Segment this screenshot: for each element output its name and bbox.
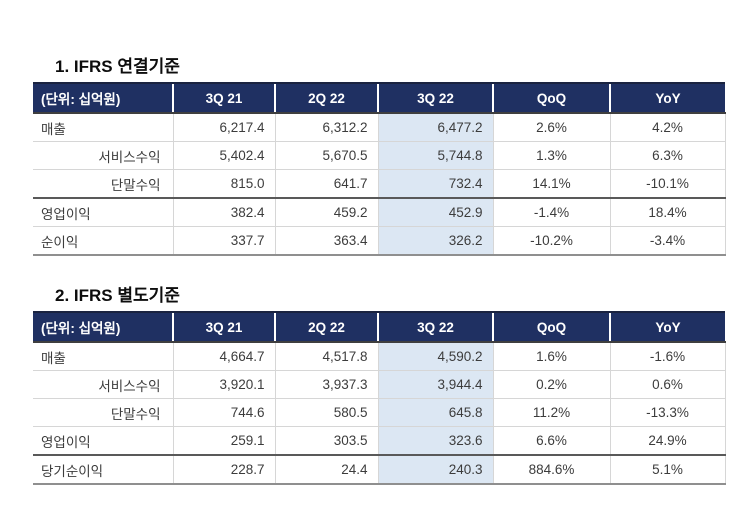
cell-value: 815.0 (172, 169, 275, 198)
col-header-2q22: 2Q 22 (274, 311, 378, 343)
table-row-operating-profit: 영업이익 382.4 459.2 452.9 -1.4% 18.4% (33, 197, 726, 227)
cell-value: 6,312.2 (274, 112, 378, 142)
cell-yoy: -1.6% (609, 341, 726, 371)
cell-value: 641.7 (274, 169, 378, 198)
cell-value: 382.4 (172, 197, 275, 227)
row-label: 단말수익 (33, 398, 173, 427)
cell-qoq: -10.2% (492, 226, 610, 256)
cell-value: 363.4 (274, 226, 378, 256)
table-row-service-revenue: 서비스수익 3,920.1 3,937.3 3,944.4 0.2% 0.6% (33, 370, 726, 399)
cell-qoq: 884.6% (492, 454, 610, 485)
cell-value: 580.5 (274, 398, 378, 427)
table-header-row: (단위: 십억원) 3Q 21 2Q 22 3Q 22 QoQ YoY (33, 82, 725, 114)
cell-value: 228.7 (172, 454, 275, 485)
cell-value: 744.6 (172, 398, 275, 427)
cell-value: 4,664.7 (172, 341, 275, 371)
table-row-service-revenue: 서비스수익 5,402.4 5,670.5 5,744.8 1.3% 6.3% (33, 141, 726, 170)
unit-label: (단위: 십억원) (33, 82, 173, 114)
cell-value: 3,937.3 (274, 370, 378, 399)
cell-value: 5,402.4 (172, 141, 275, 170)
row-label: 당기순이익 (33, 454, 173, 485)
row-label: 서비스수익 (33, 370, 173, 399)
table-row-net-profit: 순이익 337.7 363.4 326.2 -10.2% -3.4% (33, 226, 726, 256)
cell-value-highlight: 6,477.2 (377, 112, 493, 142)
table-row-net-profit: 당기순이익 228.7 24.4 240.3 884.6% 5.1% (33, 454, 726, 485)
cell-value: 6,217.4 (172, 112, 275, 142)
table-header-row: (단위: 십억원) 3Q 21 2Q 22 3Q 22 QoQ YoY (33, 311, 725, 343)
row-label: 매출 (33, 112, 173, 142)
table-ifrs-consolidated: (단위: 십억원) 3Q 21 2Q 22 3Q 22 QoQ YoY 매출 6… (33, 82, 726, 256)
table-ifrs-separate: (단위: 십억원) 3Q 21 2Q 22 3Q 22 QoQ YoY 매출 4… (33, 311, 726, 485)
col-header-yoy: YoY (609, 82, 725, 114)
cell-qoq: 0.2% (492, 370, 610, 399)
cell-value: 303.5 (274, 426, 378, 455)
cell-yoy: 24.9% (609, 426, 726, 455)
cell-value: 3,920.1 (172, 370, 275, 399)
cell-value-highlight: 452.9 (377, 197, 493, 227)
col-header-3q22: 3Q 22 (377, 82, 493, 114)
cell-value: 5,670.5 (274, 141, 378, 170)
cell-value-highlight: 732.4 (377, 169, 493, 198)
table-row-revenue: 매출 6,217.4 6,312.2 6,477.2 2.6% 4.2% (33, 112, 726, 142)
section-title-consolidated: 1. IFRS 연결기준 (55, 57, 180, 76)
table-row-operating-profit: 영업이익 259.1 303.5 323.6 6.6% 24.9% (33, 426, 726, 455)
cell-value-highlight: 240.3 (377, 454, 493, 485)
cell-yoy: 0.6% (609, 370, 726, 399)
cell-value-highlight: 3,944.4 (377, 370, 493, 399)
cell-yoy: 18.4% (609, 197, 726, 227)
cell-value-highlight: 5,744.8 (377, 141, 493, 170)
cell-value: 459.2 (274, 197, 378, 227)
cell-qoq: 2.6% (492, 112, 610, 142)
cell-value: 259.1 (172, 426, 275, 455)
cell-yoy: -10.1% (609, 169, 726, 198)
table-row-device-revenue: 단말수익 815.0 641.7 732.4 14.1% -10.1% (33, 169, 726, 198)
cell-value: 24.4 (274, 454, 378, 485)
cell-yoy: -13.3% (609, 398, 726, 427)
cell-qoq: 6.6% (492, 426, 610, 455)
cell-yoy: 5.1% (609, 454, 726, 485)
cell-value-highlight: 4,590.2 (377, 341, 493, 371)
row-label: 순이익 (33, 226, 173, 256)
cell-yoy: 4.2% (609, 112, 726, 142)
cell-yoy: 6.3% (609, 141, 726, 170)
cell-qoq: 1.6% (492, 341, 610, 371)
cell-value-highlight: 326.2 (377, 226, 493, 256)
cell-yoy: -3.4% (609, 226, 726, 256)
col-header-3q21: 3Q 21 (172, 82, 275, 114)
table-row-revenue: 매출 4,664.7 4,517.8 4,590.2 1.6% -1.6% (33, 341, 726, 371)
row-label: 서비스수익 (33, 141, 173, 170)
col-header-3q21: 3Q 21 (172, 311, 275, 343)
cell-value: 337.7 (172, 226, 275, 256)
cell-qoq: 14.1% (492, 169, 610, 198)
col-header-2q22: 2Q 22 (274, 82, 378, 114)
row-label: 매출 (33, 341, 173, 371)
col-header-qoq: QoQ (492, 311, 610, 343)
cell-qoq: 1.3% (492, 141, 610, 170)
cell-value-highlight: 645.8 (377, 398, 493, 427)
col-header-qoq: QoQ (492, 82, 610, 114)
cell-value-highlight: 323.6 (377, 426, 493, 455)
cell-qoq: 11.2% (492, 398, 610, 427)
row-label: 영업이익 (33, 197, 173, 227)
row-label: 영업이익 (33, 426, 173, 455)
col-header-3q22: 3Q 22 (377, 311, 493, 343)
cell-qoq: -1.4% (492, 197, 610, 227)
unit-label: (단위: 십억원) (33, 311, 173, 343)
table-row-device-revenue: 단말수익 744.6 580.5 645.8 11.2% -13.3% (33, 398, 726, 427)
cell-value: 4,517.8 (274, 341, 378, 371)
section-title-separate: 2. IFRS 별도기준 (55, 286, 180, 305)
col-header-yoy: YoY (609, 311, 725, 343)
row-label: 단말수익 (33, 169, 173, 198)
